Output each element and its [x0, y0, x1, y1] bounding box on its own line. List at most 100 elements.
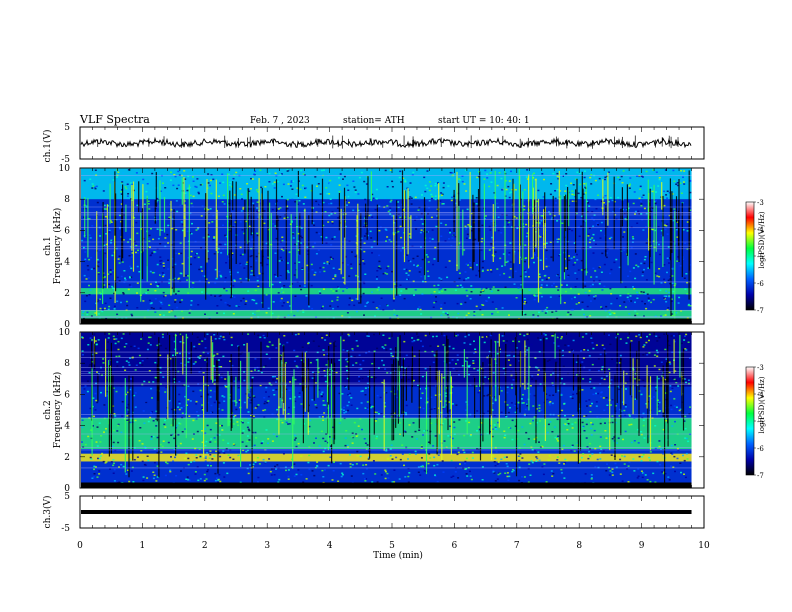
ch2-spectrogram-speckle: [347, 446, 349, 448]
ch1-spectrogram-speckle: [623, 249, 626, 252]
ch2-spectrogram-speckle: [279, 343, 281, 345]
ch2-spectrogram-speckle: [373, 350, 376, 353]
ch2-spectrogram-speckle: [583, 349, 586, 351]
ch2-spectrogram-speckle: [417, 384, 420, 386]
ch1-spectrogram-speckle: [543, 178, 545, 181]
ch2-spectrogram-speckle: [256, 405, 259, 408]
ch1-spectrogram-speckle: [304, 187, 307, 189]
ch1-spectrogram-speckle: [668, 192, 671, 194]
ch2-spectrogram-speckle: [106, 341, 109, 343]
ch1-spectrogram-speckle: [180, 221, 183, 223]
ch2-spectrogram-speckle: [328, 436, 331, 438]
ch2-spectrogram-speckle: [407, 475, 410, 478]
ch2-spectrogram-speckle: [473, 340, 475, 342]
ch2-spectrogram-speckle: [156, 465, 159, 467]
ch1-spectrogram-speckle: [390, 240, 393, 243]
ch1-spectrogram-speckle: [184, 217, 187, 220]
ch2-spectrogram-speckle: [387, 477, 390, 479]
ch2-spectrogram-speckle: [472, 360, 475, 362]
ch1-spectrogram-speckle: [222, 224, 224, 226]
ch1-spectrogram-speckle: [608, 311, 611, 314]
ch1-spectrogram-speckle: [644, 256, 647, 258]
ch2-spectrogram-speckle: [222, 462, 225, 464]
ch1-spectrogram-speckle: [189, 194, 192, 197]
ch2-spectrogram-speckle: [341, 472, 344, 474]
ch2-spectrogram-speckle: [150, 438, 153, 440]
ch2-spectrogram-speckle: [173, 433, 176, 436]
ch1-spectrogram-speckle: [271, 183, 274, 185]
ch2-spectrogram-speckle: [512, 379, 515, 381]
ch1-spectrogram-speckle: [256, 276, 259, 279]
ch1-spectrogram-speckle: [399, 216, 402, 219]
ch2-spectrogram-speckle: [128, 364, 131, 366]
ch2-spectrogram-speckle: [685, 333, 688, 336]
ch2-spectrogram-speckle: [589, 405, 592, 407]
ch2-spectrogram-speckle: [132, 481, 135, 483]
ch1-spectrogram-speckle: [111, 254, 114, 257]
ch1-spectrogram-speckle: [658, 275, 661, 278]
ch1-spectrogram-speckle: [387, 210, 390, 213]
ch2-spectrogram-speckle: [186, 476, 189, 478]
ch2-spectrogram-speckle: [529, 474, 532, 476]
ch2-spectrogram-speckle: [250, 386, 253, 389]
ch2-spectrogram-speckle: [633, 440, 636, 442]
ch2-spectrogram-speckle: [384, 344, 387, 346]
ch2-spectrogram-speckle: [556, 440, 559, 442]
ch1-spectrogram-speckle: [147, 203, 150, 205]
ch2-spectrogram-speckle: [155, 410, 158, 413]
ch1-spectrogram-speckle: [297, 249, 300, 251]
ch2-spectrogram-speckle: [495, 451, 498, 453]
ch1-spectrogram-speckle: [190, 250, 193, 253]
ch1-spectrogram-speckle: [160, 301, 163, 304]
ch2-spectrogram-speckle: [557, 345, 560, 347]
ch2-spectrogram-speckle: [543, 333, 546, 335]
ch1-spectrogram-speckle: [392, 300, 395, 302]
ch1-spectrogram-speckle: [172, 184, 175, 187]
ch2-spectrogram-speckle: [198, 357, 201, 359]
ch2-spectrogram-speckle: [366, 335, 369, 337]
ch1-spectrogram-speckle: [314, 176, 317, 178]
ch1-spectrogram-speckle: [545, 249, 548, 252]
ch1-spectrogram-speckle: [317, 183, 320, 185]
ch1-spectrogram-speckle: [231, 198, 233, 200]
ch2-spectrogram-speckle: [506, 465, 509, 468]
ch2-spectrogram-speckle: [244, 374, 247, 376]
ch1-spectrogram-speckle: [581, 215, 584, 218]
ch1-spectrogram-speckle: [493, 221, 496, 224]
ch2-spectrogram-speckle: [171, 418, 174, 420]
ch1-spectrogram-speckle: [322, 266, 325, 269]
ch1-spectrogram-speckle: [594, 270, 597, 272]
ch1-spectrogram-speckle: [427, 275, 430, 277]
ch1-spectrogram-speckle: [168, 282, 171, 284]
ch2-spectrogram-speckle: [276, 408, 279, 411]
ch1-spectrogram-speckle: [532, 316, 535, 318]
ch1-spectrogram-speckle: [539, 223, 542, 226]
ch1-spectrogram-speckle: [84, 258, 87, 261]
ch1-spectrogram-speckle: [465, 190, 468, 192]
ch1-spectrogram-speckle: [282, 249, 285, 252]
ch2-spectrogram-speckle: [659, 463, 662, 466]
ch2-spectrogram-speckle: [500, 411, 503, 414]
ch1-spectrogram-speckle: [148, 240, 151, 242]
ch1-spectrogram-speckle: [599, 237, 602, 239]
ch2-spectrogram-speckle: [408, 472, 411, 474]
ch2-spectrogram-speckle: [203, 355, 206, 358]
ch2-spectrogram-speckle: [87, 344, 90, 346]
ch2-spectrogram-speckle: [186, 336, 189, 339]
ch1-spectrogram-speckle: [524, 257, 527, 260]
ch2-spectrogram-speckle: [521, 476, 523, 478]
ch2-spectrogram-speckle: [621, 480, 624, 482]
ch1-spectrogram-speckle: [201, 205, 204, 207]
ch1-spectrogram-speckle: [623, 231, 626, 233]
ch1-spectrogram-speckle: [130, 267, 133, 270]
ch2-spectrogram-speckle: [442, 383, 445, 385]
ch1-spectrogram-speckle: [384, 169, 387, 172]
ch1-spectrogram-speckle: [460, 303, 463, 305]
ch1-spectrogram-speckle: [676, 184, 679, 187]
ch1-spectrogram-speckle: [364, 273, 367, 275]
ch2-spectrogram-speckle: [263, 397, 266, 399]
ch2-spectrogram-speckle: [547, 459, 550, 461]
ch2-spectrogram-speckle: [628, 461, 631, 464]
ch2-spectrogram-speckle: [580, 333, 583, 336]
ch1-spectrogram-speckle: [530, 257, 533, 259]
